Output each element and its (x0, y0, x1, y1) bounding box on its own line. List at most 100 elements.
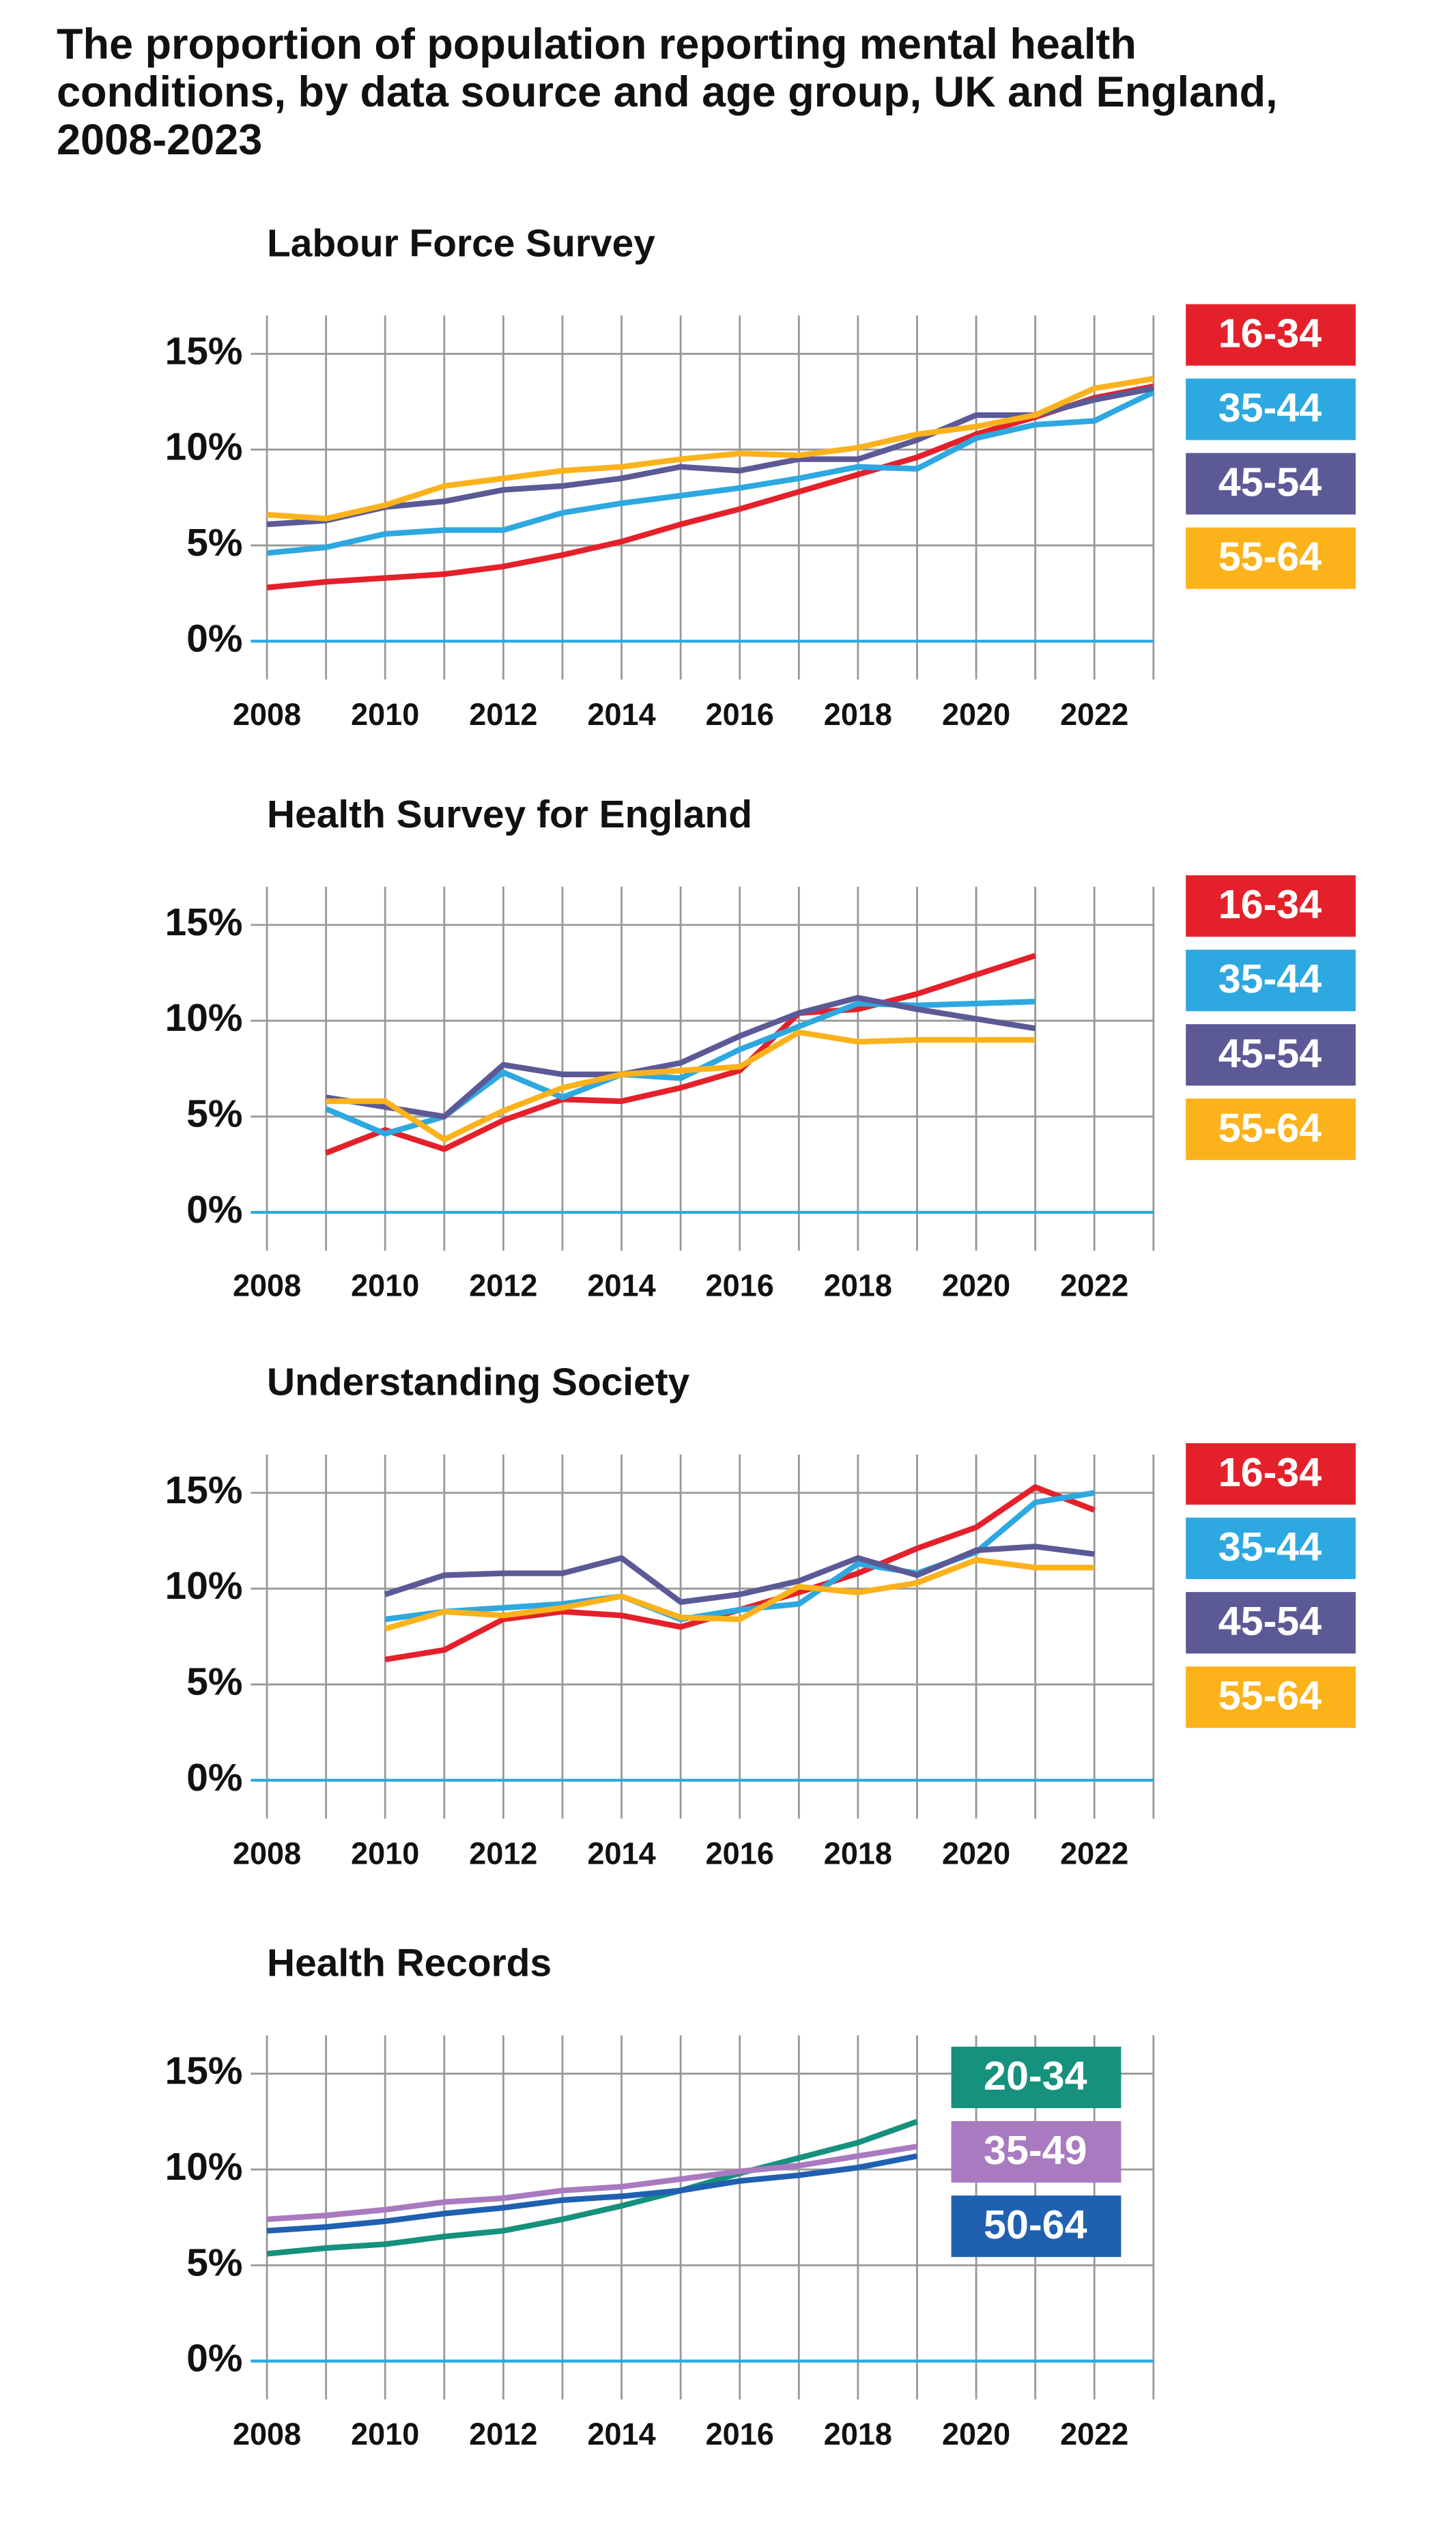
x-tick-label: 2014 (587, 2417, 655, 2451)
x-tick-label: 2012 (469, 697, 537, 732)
legend-swatch (951, 2121, 1122, 2183)
legend-swatch (951, 2047, 1122, 2109)
series-line (266, 2153, 918, 2234)
x-tick-label: 2016 (706, 1268, 774, 1303)
x-tick-label: 2010 (351, 2417, 419, 2451)
legend-label: 55-64 (1218, 1673, 1322, 1718)
legend-swatch (1186, 304, 1356, 366)
legend-label: 16-34 (1218, 881, 1322, 927)
legend-label: 16-34 (1218, 311, 1322, 356)
series-line (266, 2118, 918, 2257)
legend-label: 55-64 (1218, 534, 1322, 580)
chart-title: Labour Force Survey (267, 222, 655, 265)
series-line (266, 375, 1154, 522)
series-line (384, 1556, 1095, 1632)
x-tick-label: 2020 (942, 1836, 1010, 1871)
x-tick-label: 2014 (587, 1268, 655, 1303)
chart-panel: Health Records 2008 2010 2012 2014 2016 2018 20… (165, 1942, 1155, 2451)
legend-swatch (1186, 1666, 1356, 1729)
series-line (325, 952, 1036, 1156)
x-tick-label: 2012 (469, 2417, 537, 2451)
legend-label: 20-34 (984, 2053, 1087, 2099)
series-line (326, 1029, 1036, 1143)
x-tick-label: 2010 (351, 697, 419, 732)
x-tick-label: 2022 (1060, 1836, 1128, 1871)
y-tick-label: 15% (165, 2050, 243, 2093)
legend-swatch (1186, 875, 1356, 937)
legend-swatch (1186, 527, 1356, 589)
legend-label: 45-54 (1218, 459, 1322, 505)
x-tick-label: 2018 (824, 1268, 892, 1303)
x-tick-label: 2018 (824, 2417, 892, 2451)
x-tick-label: 2020 (942, 2417, 1010, 2451)
x-tick-label: 2014 (587, 697, 655, 732)
x-tick-label: 2016 (706, 697, 774, 732)
legend-swatch (1186, 378, 1356, 440)
y-tick-label: 5% (186, 2241, 242, 2284)
chart-panel: Labour Force Survey 2008 2010 2012 2014 2016 2… (165, 222, 1356, 732)
x-tick-label: 2020 (942, 1268, 1010, 1303)
y-tick-label: 0% (186, 617, 242, 660)
legend-label: 16-34 (1218, 1449, 1322, 1495)
series-line (266, 385, 1154, 528)
x-tick-label: 2008 (233, 1268, 301, 1303)
legend-swatch (1186, 1518, 1356, 1580)
legend-label: 35-44 (1218, 1524, 1322, 1569)
y-tick-label: 0% (186, 1189, 242, 1232)
y-tick-label: 5% (186, 522, 242, 565)
y-tick-label: 5% (186, 1660, 242, 1703)
y-tick-label: 10% (165, 426, 243, 469)
legend-swatch (1186, 950, 1356, 1012)
x-tick-label: 2022 (1060, 1268, 1128, 1303)
x-tick-label: 2012 (469, 1268, 537, 1303)
series-line (384, 1544, 1095, 1605)
y-tick-label: 15% (165, 330, 243, 373)
y-tick-label: 10% (165, 1565, 243, 1608)
legend-swatch (1186, 1592, 1356, 1654)
x-tick-label: 2012 (469, 1836, 537, 1871)
x-tick-label: 2010 (351, 1836, 419, 1871)
legend-swatch (1186, 1443, 1356, 1505)
y-tick-label: 10% (165, 2146, 243, 2189)
x-tick-label: 2010 (351, 1268, 419, 1303)
chart-title: Health Survey for England (267, 793, 752, 836)
x-tick-label: 2008 (233, 1836, 301, 1871)
x-tick-label: 2022 (1060, 697, 1128, 732)
x-tick-label: 2022 (1060, 2417, 1128, 2451)
y-tick-label: 0% (186, 1757, 242, 1800)
series-line (266, 383, 1154, 591)
legend-label: 50-64 (984, 2202, 1087, 2247)
chart-title: Health Records (267, 1942, 552, 1985)
legend-label: 35-44 (1218, 385, 1322, 431)
legend-swatch (1186, 1024, 1356, 1086)
legend-label: 35-49 (984, 2127, 1087, 2173)
legend-label: 45-54 (1218, 1030, 1322, 1076)
series-line (266, 2144, 918, 2223)
chart-panel: Health Survey for England 2008 2010 2012 201… (165, 793, 1356, 1303)
y-tick-label: 10% (165, 997, 243, 1040)
x-tick-label: 2008 (233, 697, 301, 732)
x-tick-label: 2016 (706, 1836, 774, 1871)
y-tick-label: 5% (186, 1093, 242, 1136)
x-tick-label: 2018 (824, 697, 892, 732)
legend-label: 55-64 (1218, 1105, 1322, 1150)
x-tick-label: 2018 (824, 1836, 892, 1871)
y-tick-label: 15% (165, 1469, 243, 1512)
main-title: The proportion of population reporting m… (57, 20, 1278, 164)
x-tick-label: 2020 (942, 697, 1010, 732)
series-line (266, 389, 1155, 556)
legend-swatch (1186, 1098, 1356, 1161)
y-tick-label: 0% (186, 2337, 242, 2380)
series-line (325, 995, 1036, 1120)
legend-label: 45-54 (1218, 1598, 1322, 1644)
y-tick-label: 15% (165, 901, 243, 944)
x-tick-label: 2014 (587, 1836, 655, 1871)
legend-swatch (1186, 453, 1356, 515)
chart-panel: Understanding Society 2008 2010 2012 2014 201… (165, 1361, 1356, 1871)
x-tick-label: 2016 (706, 2417, 774, 2451)
x-tick-label: 2008 (233, 2417, 301, 2451)
chart-title: Understanding Society (267, 1361, 690, 1404)
legend-swatch (951, 2195, 1122, 2258)
